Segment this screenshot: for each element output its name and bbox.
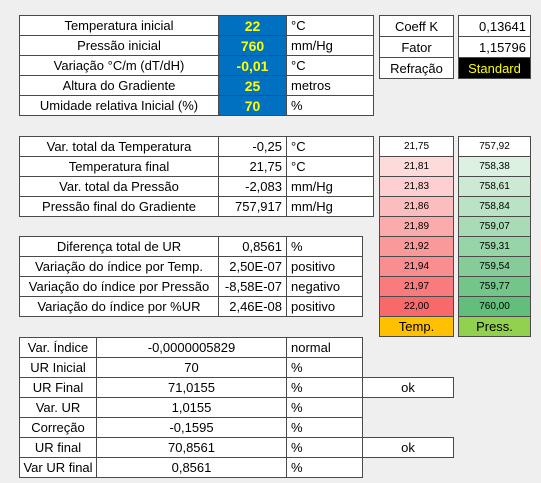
unit: % <box>286 417 363 438</box>
label: Variação do índice por Temp. <box>19 256 219 277</box>
value: 0,8561 <box>96 457 287 478</box>
scale-cell: 757,92 <box>458 136 531 157</box>
unit: °C <box>286 15 374 36</box>
label: Var. Índice <box>19 337 97 358</box>
input-value: 22 <box>218 15 287 36</box>
label: Temperatura final <box>19 156 219 177</box>
status: ok <box>362 437 454 458</box>
unit: % <box>286 457 363 478</box>
label: Fator <box>379 36 454 58</box>
sign: positivo <box>286 296 363 317</box>
unit: °C <box>286 136 374 157</box>
scale-cell: 21,94 <box>379 256 454 277</box>
scale-cell: 758,61 <box>458 176 531 197</box>
value: 1,15796 <box>458 36 531 58</box>
value: 757,917 <box>218 196 287 217</box>
input-value: 70 <box>218 95 287 116</box>
unit: mm/Hg <box>286 176 374 197</box>
scale-cell: 758,38 <box>458 156 531 177</box>
unit: % <box>286 95 374 116</box>
value: -0,25 <box>218 136 287 157</box>
input-value: -0,01 <box>218 55 287 76</box>
label: UR Inicial <box>19 357 97 378</box>
sign: % <box>286 236 363 257</box>
scale-cell: 21,97 <box>379 276 454 297</box>
label: Temperatura inicial <box>19 15 219 36</box>
scale-cell: 759,31 <box>458 236 531 257</box>
value: 71,0155 <box>96 377 287 398</box>
sign: negativo <box>286 276 363 297</box>
label: Var. UR <box>19 397 97 418</box>
unit: mm/Hg <box>286 35 374 56</box>
unit: % <box>286 357 363 378</box>
scale-cell: 759,07 <box>458 216 531 237</box>
label: Pressão inicial <box>19 35 219 56</box>
label: Var. total da Pressão <box>19 176 219 197</box>
scale-cell: 759,54 <box>458 256 531 277</box>
scale-label: Temp. <box>379 316 454 337</box>
scale-cell: 21,86 <box>379 196 454 217</box>
label: Diferença total de UR <box>19 236 219 257</box>
label: Correção <box>19 417 97 438</box>
value: 1,0155 <box>96 397 287 418</box>
value: 21,75 <box>218 156 287 177</box>
unit: % <box>286 377 363 398</box>
status: ok <box>362 377 454 398</box>
scale-cell: 21,83 <box>379 176 454 197</box>
scale-cell: 21,89 <box>379 216 454 237</box>
value: -0,0000005829 <box>96 337 287 358</box>
label: Variação do índice por Pressão <box>19 276 219 297</box>
value: 2,46E-08 <box>218 296 287 317</box>
scale-cell: 21,75 <box>379 136 454 157</box>
input-value: 760 <box>218 35 287 56</box>
scale-cell: 21,81 <box>379 156 454 177</box>
unit: % <box>286 397 363 418</box>
value: 2,50E-07 <box>218 256 287 277</box>
label: Variação °C/m (dT/dH) <box>19 55 219 76</box>
label: Refração <box>379 57 454 79</box>
unit: °C <box>286 156 374 177</box>
value: 70 <box>96 357 287 378</box>
scale-cell: 21,92 <box>379 236 454 257</box>
unit: metros <box>286 75 374 96</box>
value: -8,58E-07 <box>218 276 287 297</box>
value: 0,8561 <box>218 236 287 257</box>
label: Var UR final <box>19 457 97 478</box>
label: Var. total da Temperatura <box>19 136 219 157</box>
scale-cell: 758,84 <box>458 196 531 217</box>
label: Variação do índice por %UR <box>19 296 219 317</box>
unit: °C <box>286 55 374 76</box>
label: UR final <box>19 437 97 458</box>
scale-cell: 760,00 <box>458 296 531 317</box>
unit: mm/Hg <box>286 196 374 217</box>
value: -0,1595 <box>96 417 287 438</box>
input-value: 25 <box>218 75 287 96</box>
scale-cell: 759,77 <box>458 276 531 297</box>
label: Umidade relativa Inicial (%) <box>19 95 219 116</box>
value: Standard <box>458 57 531 79</box>
value: -2,083 <box>218 176 287 197</box>
label: UR Final <box>19 377 97 398</box>
scale-label: Press. <box>458 316 531 337</box>
label: Altura do Gradiente <box>19 75 219 96</box>
sign: positivo <box>286 256 363 277</box>
label: Pressão final do Gradiente <box>19 196 219 217</box>
unit: % <box>286 437 363 458</box>
value: 0,13641 <box>458 15 531 37</box>
value: 70,8561 <box>96 437 287 458</box>
scale-cell: 22,00 <box>379 296 454 317</box>
unit: normal <box>286 337 363 358</box>
label: Coeff K <box>379 15 454 37</box>
